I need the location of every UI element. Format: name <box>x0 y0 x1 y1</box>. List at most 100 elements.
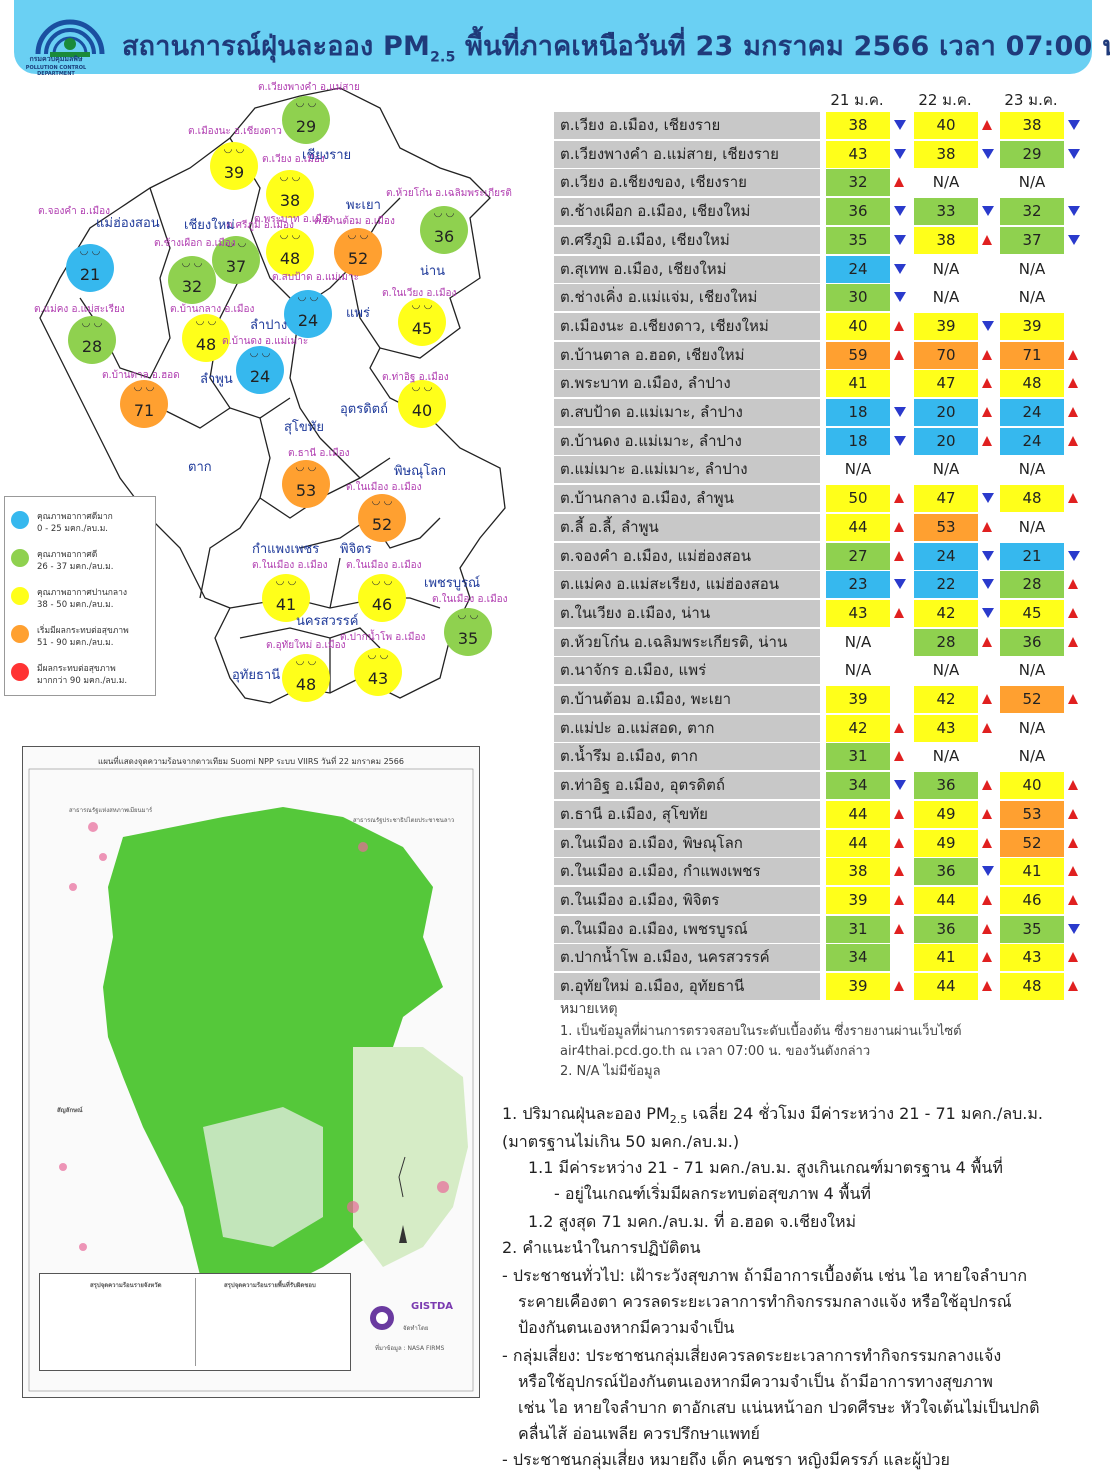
table-row: ต.ศรีภูมิ อ.เมือง, เชียงใหม่ 35 38 37 <box>554 226 1092 254</box>
trend-up-icon <box>982 694 992 704</box>
map-station-bubble: ◡ ◡ 53 <box>282 460 330 508</box>
trend-up-icon <box>1068 435 1078 446</box>
pm25-value-cell: 18 <box>826 399 890 426</box>
pm25-value-cell: 43 <box>914 714 978 742</box>
pm25-value-cell: 20 <box>914 427 978 455</box>
station-name: ต.บ้านกลาง อ.เมือง, ลำพูน <box>554 485 820 513</box>
advice-general-3: ป้องกันตนเองหากมีความจำเป็น <box>518 1318 735 1337</box>
legend-dot-icon <box>11 511 29 529</box>
station-name: ต.สบป้าด อ.แม่เมาะ, ลำปาง <box>554 399 820 426</box>
map-station-label: ต.ปากน้ำโพ อ.เมือง <box>340 632 426 643</box>
map-station-label: ต.ในเมือง อ.เมือง <box>252 560 328 571</box>
pm25-value-cell: 37 <box>1000 226 1064 254</box>
pm25-value-cell: 39 <box>826 886 890 914</box>
pm25-value-cell: 41 <box>914 944 978 972</box>
pm25-value-cell: 35 <box>826 226 890 254</box>
trend-up-icon <box>894 521 904 532</box>
face-icon: ◡ ◡ <box>411 382 433 393</box>
summary-p11b: - อยู่ในเกณฑ์เริ่มมีผลกระทบต่อสุขภาพ 4 พ… <box>554 1184 871 1203</box>
province-label: ลำพูน <box>200 372 233 387</box>
station-name: ต.ลี้ อ.ลี้, ลำพูน <box>554 513 820 541</box>
bubble-value: 28 <box>81 337 103 356</box>
trend-up-icon <box>894 177 904 188</box>
trend-up-icon <box>894 607 904 618</box>
station-name: ต.แม่ปะ อ.แม่สอด, ตาก <box>554 714 820 742</box>
pm25-value-cell: 39 <box>826 973 890 1000</box>
station-name: ต.ห้วยโก๋น อ.เฉลิมพระเกียรติ, น่าน <box>554 628 820 656</box>
trend-up-icon <box>894 923 904 934</box>
pm25-value-cell: 39 <box>914 312 978 340</box>
maker-label: จัดทำโดย <box>403 1325 429 1332</box>
trend-up-icon <box>982 234 992 245</box>
face-icon: ◡ ◡ <box>223 144 245 155</box>
bubble-value: 48 <box>279 249 301 268</box>
table-row: ต.สุเทพ อ.เมือง, เชียงใหม่ 24 N/A N/A <box>554 255 1092 283</box>
map-station-bubble: ◡ ◡ 48 <box>182 314 230 362</box>
pm25-value-cell: 48 <box>1000 370 1064 398</box>
station-name: ต.อุทัยใหม่ อ.เมือง, อุทัยธานี <box>554 973 820 1000</box>
map-station-label: ต.ในเมือง อ.เมือง <box>346 560 422 571</box>
province-label: ลำปาง <box>250 318 288 333</box>
pm25-value-cell: 47 <box>914 485 978 513</box>
province-label: แม่ฮ่องสอน <box>96 216 160 231</box>
pm25-value-cell: 36 <box>826 198 890 226</box>
trend-up-icon <box>1068 607 1078 618</box>
map-station-label: ต.เมืองนะ อ.เชียงดาว <box>188 126 282 137</box>
pm25-value-cell: 39 <box>1000 312 1064 340</box>
pm25-value-cell: N/A <box>1000 743 1064 771</box>
pm25-value-cell: 23 <box>826 571 890 599</box>
pm25-value-cell: 44 <box>826 829 890 857</box>
bubble-value: 52 <box>371 515 393 534</box>
face-icon: ◡ ◡ <box>195 316 217 327</box>
legend-range: 0 - 25 มคก./ลบ.ม. <box>37 524 109 534</box>
map-station-bubble: ◡ ◡ 52 <box>358 494 406 542</box>
pm25-value-cell: 36 <box>914 915 978 943</box>
trend-up-icon <box>982 923 992 934</box>
station-name: ต.ปากน้ำโพ อ.เมือง, นครสวรรค์ <box>554 944 820 972</box>
trend-down-icon <box>894 120 906 130</box>
province-label: กำแพงเพชร <box>252 542 320 557</box>
station-name: ต.เวียงพางคำ อ.แม่สาย, เชียงราย <box>554 140 820 168</box>
trend-down-icon <box>894 234 906 245</box>
table-row: ต.นาจักร อ.เมือง, แพร่ N/A N/A N/A <box>554 657 1092 685</box>
table-row: ต.บ้านตาล อ.ฮอด, เชียงใหม่ 59 70 71 <box>554 341 1092 369</box>
trend-up-icon <box>982 808 992 819</box>
map-station-label: ต.เวียงพางคำ อ.แม่สาย <box>258 82 360 93</box>
table-row: ต.เวียง อ.เชียงของ, เชียงราย 32 N/A N/A <box>554 169 1092 197</box>
trend-down-icon <box>894 206 906 217</box>
advice-general-1: - ประชาชนทั่วไป: เฝ้าระวังสุขภาพ ถ้ามีอา… <box>502 1266 1028 1285</box>
table-row: ต.จองคำ อ.เมือง, แม่ฮ่องสอน 27 24 21 <box>554 542 1092 570</box>
face-icon: ◡ ◡ <box>133 382 155 393</box>
trend-down-icon <box>894 780 906 791</box>
summary-p11: 1.1 มีค่าระหว่าง 21 - 71 มคก./ลบ.ม. สูงเ… <box>528 1158 1003 1177</box>
map-station-label: ต.บ้านตาล อ.ฮอด <box>102 370 180 381</box>
pm25-value-cell: 20 <box>914 399 978 426</box>
map-station-bubble: ◡ ◡ 52 <box>334 228 382 276</box>
table-row: ต.บ้านต้อม อ.เมือง, พะเยา 39 42 52 <box>554 686 1092 713</box>
trend-up-icon <box>1068 636 1078 647</box>
note-1b: air4thai.pcd.go.th ณ เวลา 07:00 น. ของวั… <box>560 1044 871 1059</box>
trend-down-icon <box>1068 206 1080 217</box>
bubble-value: 53 <box>295 481 317 500</box>
map-station-bubble: ◡ ◡ 24 <box>236 346 284 394</box>
face-icon: ◡ ◡ <box>347 230 369 241</box>
legend-label: เริ่มมีผลกระทบต่อสุขภาพ <box>37 626 129 636</box>
pm25-value-cell: 52 <box>1000 829 1064 857</box>
pm25-value-cell: N/A <box>914 743 978 771</box>
trend-up-icon <box>894 320 904 331</box>
bubble-value: 43 <box>367 669 389 688</box>
pm25-value-cell: N/A <box>826 657 890 685</box>
summary-p2: 2. คำแนะนำในการปฏิบัติตน <box>502 1238 701 1257</box>
trend-up-icon <box>1068 493 1078 504</box>
pm25-value-cell: 32 <box>1000 198 1064 226</box>
legend-dot-icon <box>11 549 29 567</box>
pm25-value-cell: N/A <box>1000 255 1064 283</box>
province-label: แพร่ <box>346 306 370 321</box>
station-name: ต.ศรีภูมิ อ.เมือง, เชียงใหม่ <box>554 226 820 254</box>
table-row: ต.ในเมือง อ.เมือง, พิษณุโลก 44 49 52 <box>554 829 1092 857</box>
legend-dot-icon <box>11 587 29 605</box>
bubble-value: 37 <box>225 257 247 276</box>
legend-label: คุณภาพอากาศดีมาก <box>37 512 113 522</box>
station-name: ต.ท่าอิฐ อ.เมือง, อุตรดิตถ์ <box>554 772 820 800</box>
map-station-label: ต.บ้านต้อม อ.เมือง <box>314 216 395 227</box>
